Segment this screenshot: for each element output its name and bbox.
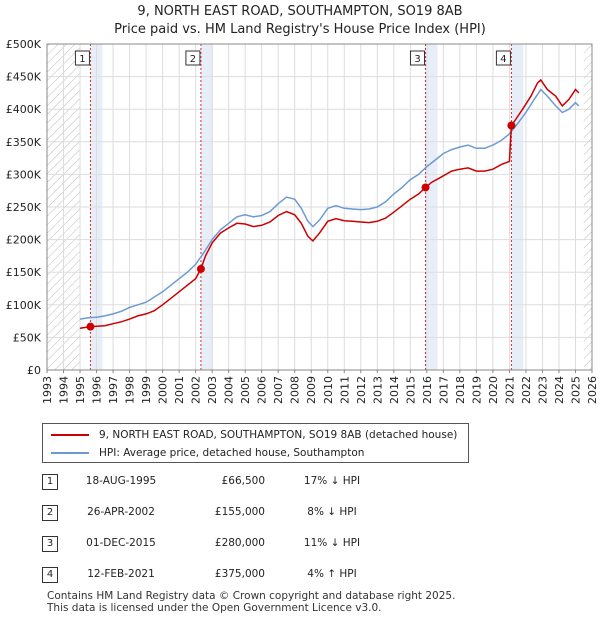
y-tick-label: £100K: [6, 299, 42, 312]
sale-point-4: [507, 121, 516, 130]
y-tick-label: £350K: [6, 136, 42, 149]
y-tick-label: £0: [27, 364, 41, 377]
table-row: 3 01-DEC-2015 £280,000 11% ↓ HPI: [42, 536, 442, 554]
x-tick-label: 1994: [58, 376, 71, 404]
sale-label-box-3: [410, 50, 426, 66]
x-tick-label: 2018: [454, 376, 467, 404]
x-tick-label: 2025: [569, 376, 582, 404]
y-tick-label: £450K: [6, 71, 42, 84]
sale-label-3: 3: [414, 54, 420, 65]
legend-label-property: 9, NORTH EAST ROAD, SOUTHAMPTON, SO19 8A…: [99, 429, 458, 441]
table-row: 2 26-APR-2002 £155,000 8% ↓ HPI: [42, 505, 442, 523]
footer-license: This data is licensed under the Open Gov…: [47, 602, 382, 614]
x-tick-label: 2002: [190, 376, 203, 404]
sale-number-badge: 1: [42, 474, 58, 490]
x-tick-label: 2022: [520, 376, 533, 404]
sale-price: £155,000: [214, 506, 265, 518]
x-tick-label: 1995: [74, 376, 87, 404]
x-tick-label: 2017: [437, 376, 450, 404]
y-tick-label: £50K: [13, 331, 42, 344]
x-tick-label: 2009: [305, 376, 318, 404]
x-tick-label: 1998: [124, 376, 137, 404]
y-tick-label: £500K: [6, 38, 42, 51]
legend-item-hpi: HPI: Average price, detached house, Sout…: [51, 444, 364, 462]
x-tick-label: 2010: [322, 376, 335, 404]
chart-title: 9, NORTH EAST ROAD, SOUTHAMPTON, SO19 8A…: [137, 4, 463, 19]
sale-point-1: [86, 322, 95, 331]
legend-swatch-hpi: [51, 452, 89, 454]
sale-point-2: [196, 264, 205, 273]
sale-hpi-diff: 8% ↓ HPI: [307, 506, 357, 518]
x-tick-label: 2026: [586, 376, 599, 404]
y-tick-label: £200K: [6, 234, 42, 247]
sale-label-1: 1: [79, 54, 85, 65]
x-tick-label: 2021: [503, 376, 516, 404]
sale-price: £280,000: [214, 537, 265, 549]
x-tick-label: 2020: [487, 376, 500, 404]
sale-number-badge: 2: [42, 505, 58, 521]
sale-hpi-diff: 11% ↓ HPI: [303, 537, 361, 549]
x-tick-label: 2014: [388, 376, 401, 404]
chart-subtitle: Price paid vs. HM Land Registry's House …: [114, 22, 486, 37]
x-tick-label: 2016: [421, 376, 434, 404]
x-tick-label: 2000: [157, 376, 170, 404]
x-tick-label: 2019: [470, 376, 483, 404]
x-tick-label: 1999: [140, 376, 153, 404]
y-tick-label: £250K: [6, 201, 42, 214]
sale-number-badge: 4: [42, 567, 58, 583]
sale-point-3: [421, 183, 430, 192]
x-tick-label: 2005: [239, 376, 252, 404]
sale-date: 26-APR-2002: [87, 506, 155, 518]
footer-copyright: Contains HM Land Registry data © Crown c…: [47, 590, 456, 602]
sale-label-box-1: [74, 50, 90, 66]
hpi-line: [79, 88, 580, 320]
x-tick-label: 2006: [256, 376, 269, 404]
x-tick-label: 2007: [272, 376, 285, 404]
x-tick-label: 2001: [173, 376, 186, 404]
legend: 9, NORTH EAST ROAD, SOUTHAMPTON, SO19 8A…: [42, 423, 469, 463]
sale-date: 18-AUG-1995: [85, 475, 157, 487]
legend-label-hpi: HPI: Average price, detached house, Sout…: [99, 447, 365, 459]
y-tick-label: £300K: [6, 168, 42, 181]
price-chart: 1 2 3 4 £0 £50K £100K £150K £200K £250K £300K £350…: [6, 38, 599, 404]
sale-hpi-diff: 17% ↓ HPI: [303, 475, 361, 487]
x-tick-label: 2013: [371, 376, 384, 404]
x-tick-label: 2004: [223, 376, 236, 404]
sale-date: 12-FEB-2021: [87, 568, 155, 580]
table-row: 4 12-FEB-2021 £375,000 4% ↑ HPI: [42, 567, 442, 585]
sale-number-badge: 3: [42, 536, 58, 552]
sale-label-box-2: [185, 50, 201, 66]
sale-price: £66,500: [221, 475, 265, 487]
sale-label-2: 2: [190, 54, 196, 65]
table-row: 1 18-AUG-1995 £66,500 17% ↓ HPI: [42, 474, 442, 492]
x-tick-label: 1996: [91, 376, 104, 404]
x-tick-label: 2003: [206, 376, 219, 404]
sale-hpi-diff: 4% ↑ HPI: [307, 568, 357, 580]
y-tick-label: £400K: [6, 103, 42, 116]
x-tick-label: 2024: [553, 376, 566, 404]
sale-date: 01-DEC-2015: [86, 537, 156, 549]
x-tick-label: 2023: [536, 376, 549, 404]
x-tick-label: 1993: [41, 376, 54, 404]
x-tick-label: 2011: [338, 376, 351, 404]
sale-label-box-4: [495, 50, 511, 66]
x-tick-label: 2008: [289, 376, 302, 404]
sale-price: £375,000: [214, 568, 265, 580]
plot-frame: [46, 43, 593, 371]
x-tick-label: 2015: [404, 376, 417, 404]
legend-swatch-property: [51, 434, 89, 436]
sale-label-4: 4: [500, 54, 506, 65]
x-tick-label: 2012: [355, 376, 368, 404]
x-tick-label: 1997: [107, 376, 120, 404]
y-tick-label: £150K: [6, 266, 42, 279]
legend-item-property: 9, NORTH EAST ROAD, SOUTHAMPTON, SO19 8A…: [51, 426, 457, 444]
